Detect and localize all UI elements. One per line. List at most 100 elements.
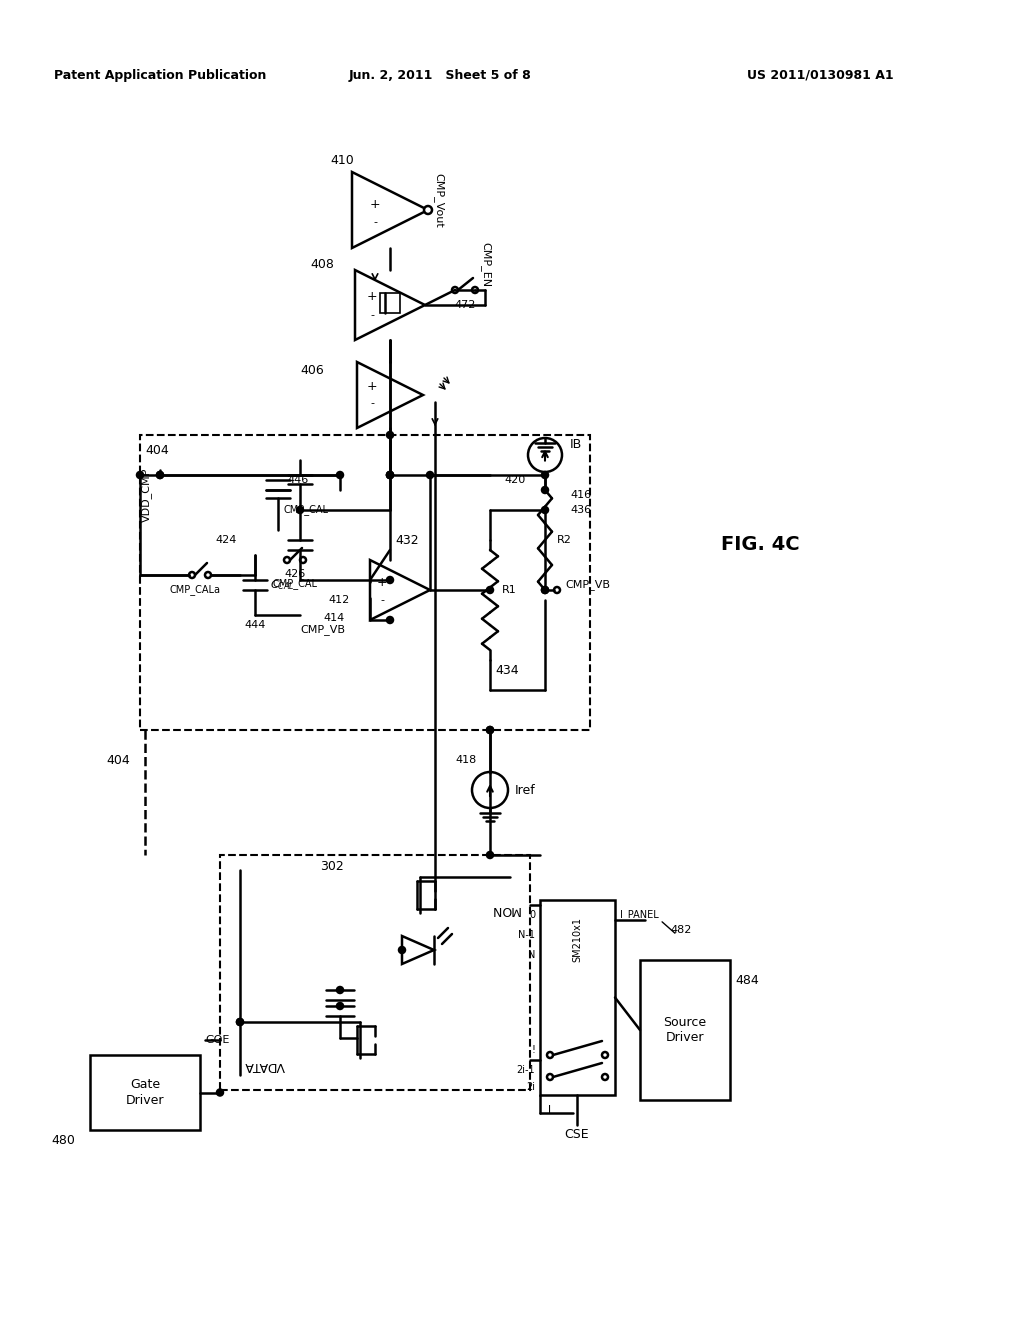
Bar <box>140 436 590 730</box>
Circle shape <box>189 572 195 578</box>
Bar <box>640 960 730 1100</box>
Circle shape <box>387 432 393 438</box>
Text: 420: 420 <box>505 475 525 484</box>
Circle shape <box>547 1052 553 1059</box>
Text: IB: IB <box>570 438 583 451</box>
Text: N: N <box>527 950 535 960</box>
Circle shape <box>137 473 143 478</box>
Circle shape <box>528 438 562 473</box>
Circle shape <box>452 286 458 293</box>
Circle shape <box>337 473 343 478</box>
Circle shape <box>602 1074 608 1080</box>
Text: 444: 444 <box>245 620 265 630</box>
Text: 412: 412 <box>329 595 350 605</box>
Circle shape <box>472 286 478 293</box>
Text: 484: 484 <box>735 974 759 986</box>
Circle shape <box>424 206 432 214</box>
Text: 414: 414 <box>324 612 345 623</box>
Bar <box>220 855 530 1090</box>
Circle shape <box>487 587 493 593</box>
Text: 416: 416 <box>570 490 591 500</box>
Text: Source
Driver: Source Driver <box>664 1016 707 1044</box>
Circle shape <box>237 1019 243 1026</box>
Text: VDATA: VDATA <box>245 1059 286 1072</box>
Text: CMP_EN: CMP_EN <box>480 243 490 288</box>
Polygon shape <box>370 560 430 620</box>
Text: US 2011/0130981 A1: US 2011/0130981 A1 <box>746 69 893 82</box>
Circle shape <box>542 587 548 593</box>
Circle shape <box>542 587 548 593</box>
Circle shape <box>542 473 548 478</box>
Circle shape <box>427 473 433 478</box>
Text: Gate
Driver: Gate Driver <box>126 1078 164 1106</box>
Text: Iref: Iref <box>515 784 536 796</box>
Text: Jun. 2, 2011   Sheet 5 of 8: Jun. 2, 2011 Sheet 5 of 8 <box>348 69 531 82</box>
Text: 436: 436 <box>570 506 591 515</box>
Text: 302: 302 <box>319 861 344 874</box>
Text: R2: R2 <box>557 535 571 545</box>
Bar <box>540 900 615 1096</box>
Text: FIG. 4C: FIG. 4C <box>721 536 800 554</box>
Circle shape <box>487 727 493 733</box>
Circle shape <box>337 987 343 993</box>
Circle shape <box>472 772 508 808</box>
Text: 2i-1: 2i-1 <box>516 1065 535 1074</box>
Text: R1: R1 <box>502 585 517 595</box>
Text: 408: 408 <box>310 259 334 272</box>
Polygon shape <box>357 362 423 428</box>
Circle shape <box>487 851 493 858</box>
Text: 472: 472 <box>455 300 476 310</box>
Circle shape <box>205 572 211 578</box>
Circle shape <box>387 473 393 478</box>
Text: CMP_Vout: CMP_Vout <box>433 173 444 227</box>
Circle shape <box>602 1052 608 1059</box>
Text: +: + <box>370 198 380 211</box>
Circle shape <box>337 1003 343 1008</box>
Circle shape <box>547 1074 553 1080</box>
Circle shape <box>399 946 406 953</box>
Text: Patent Application Publication: Patent Application Publication <box>54 69 266 82</box>
Circle shape <box>284 557 290 564</box>
Text: 482: 482 <box>670 925 691 935</box>
Text: CSE: CSE <box>564 1129 590 1142</box>
Bar <box>380 293 400 313</box>
Polygon shape <box>355 271 425 341</box>
Text: VDD_CMP: VDD_CMP <box>141 467 152 523</box>
Text: 432: 432 <box>395 533 419 546</box>
Circle shape <box>157 473 163 478</box>
Text: GOE: GOE <box>205 1035 229 1045</box>
Text: CMP_CAL: CMP_CAL <box>272 578 317 590</box>
Circle shape <box>542 487 548 492</box>
Text: -: - <box>380 595 384 605</box>
Text: $C_{CAL}$: $C_{CAL}$ <box>270 578 294 591</box>
Polygon shape <box>402 936 434 964</box>
Text: N-1: N-1 <box>518 931 535 940</box>
Text: SM210x1: SM210x1 <box>572 917 583 962</box>
Text: +: + <box>367 380 377 393</box>
Circle shape <box>387 473 393 478</box>
FancyArrowPatch shape <box>663 921 675 933</box>
Circle shape <box>487 727 493 733</box>
Circle shape <box>542 507 548 513</box>
Circle shape <box>387 473 393 478</box>
Text: +: + <box>367 290 377 304</box>
Circle shape <box>237 1019 243 1026</box>
Text: -: - <box>370 310 374 319</box>
Text: +: + <box>377 576 387 589</box>
Text: MON: MON <box>490 903 520 916</box>
Text: 2i: 2i <box>526 1082 535 1092</box>
Text: 404: 404 <box>145 444 169 457</box>
Circle shape <box>387 616 393 623</box>
Circle shape <box>297 507 303 513</box>
Polygon shape <box>352 172 428 248</box>
Text: CMP_VB: CMP_VB <box>300 624 345 635</box>
Text: 406: 406 <box>300 363 324 376</box>
Text: l: l <box>549 1105 552 1115</box>
Text: 410: 410 <box>330 153 353 166</box>
Text: 418: 418 <box>455 755 476 766</box>
Circle shape <box>387 577 393 583</box>
Text: I_PANEL: I_PANEL <box>620 909 658 920</box>
Circle shape <box>157 473 163 478</box>
Text: -: - <box>370 399 374 408</box>
Text: !: ! <box>531 1045 535 1055</box>
